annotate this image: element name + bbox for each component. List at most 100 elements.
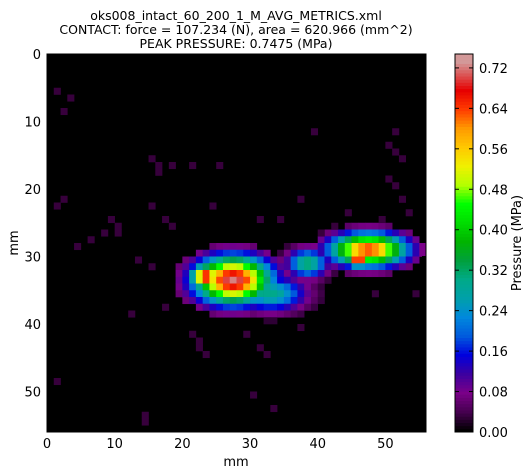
colorbar-segment [455, 120, 473, 124]
heatmap-cell [344, 209, 352, 217]
heatmap-cell [277, 297, 285, 305]
colorbar-segment [455, 353, 473, 357]
heatmap-cell [277, 276, 285, 284]
heatmap-cell [263, 283, 271, 291]
heatmap-cell [229, 297, 237, 305]
heatmap-cell [297, 270, 305, 278]
heatmap-cell [392, 263, 400, 271]
colorbar-segment [455, 94, 473, 99]
heatmap-cell [338, 243, 346, 251]
heatmap-cell [385, 256, 393, 264]
heatmap-cell [202, 276, 210, 284]
heatmap-cell [229, 283, 237, 291]
heatmap-cell [378, 229, 386, 237]
colorbar-segment [455, 198, 473, 203]
colorbar-segment [455, 211, 473, 216]
heatmap-cell [378, 270, 386, 278]
colorbar-segment [455, 346, 473, 351]
heatmap-cell [310, 303, 319, 311]
heatmap-cell [365, 236, 373, 244]
colorbar-segment [455, 123, 473, 127]
colorbar-segment [455, 236, 473, 241]
colorbar-segment [455, 189, 473, 194]
heatmap-cell [162, 216, 170, 224]
colorbar-segment [455, 142, 473, 146]
heatmap-cell [365, 256, 373, 264]
colorbar-segment [455, 265, 473, 269]
heatmap-cell [250, 283, 258, 291]
colorbar-tick-label: 0.40 [479, 224, 508, 239]
heatmap-cell [317, 263, 325, 271]
x-tick-label: 40 [309, 437, 326, 452]
heatmap-cell [331, 249, 339, 257]
heatmap-cell [263, 256, 271, 264]
heatmap-cell [398, 249, 406, 257]
heatmap-cell [162, 303, 170, 311]
heatmap-cell [304, 297, 312, 305]
heatmap-cell [351, 256, 359, 264]
heatmap-cell [216, 310, 224, 318]
heatmap-cell [263, 303, 271, 311]
colorbar-segment [455, 110, 473, 115]
heatmap-cell [344, 222, 352, 230]
heatmap-cell [60, 108, 68, 116]
colorbar-segment [455, 101, 473, 105]
axis-ticks: 0 10 20 30 40 50 0 10 20 30 40 50 [24, 48, 426, 452]
heatmap-cell [358, 222, 366, 230]
heatmap-cell [175, 276, 183, 284]
heatmap-cell [277, 256, 285, 264]
heatmap-cell [385, 263, 393, 271]
heatmap-cell [304, 263, 312, 271]
colorbar-segment [455, 350, 473, 354]
heatmap-cell [283, 297, 291, 305]
heatmap-cell [358, 263, 366, 271]
heatmap-cell [263, 297, 271, 305]
colorbar-segment [455, 167, 473, 172]
heatmap-cell [243, 249, 251, 257]
heatmap-cell [189, 283, 197, 291]
heatmap-cell [222, 303, 231, 311]
colorbar-segment [455, 233, 473, 238]
heatmap-cell [256, 283, 264, 291]
heatmap-cell [317, 283, 325, 291]
heatmap-cell [419, 243, 427, 251]
heatmap-cell [310, 243, 319, 251]
x-tick-label: 30 [242, 437, 259, 452]
heatmap-cell [324, 270, 332, 278]
heatmap-cell [60, 195, 68, 203]
title-line-2: CONTACT: force = 107.234 (N), area = 620… [59, 22, 412, 37]
heatmap-cell [216, 243, 224, 251]
colorbar-segment [455, 391, 473, 395]
y-axis-label: mm [7, 230, 22, 255]
heatmap-cell [236, 303, 244, 311]
heatmap-cell [344, 243, 352, 251]
heatmap-cell [277, 263, 285, 271]
heatmap-cell [256, 310, 264, 318]
heatmap-cell [351, 229, 359, 237]
heatmap-cell [365, 270, 373, 278]
colorbar-segment [455, 180, 473, 184]
heatmap-cell [263, 276, 271, 284]
heatmap-cell [385, 249, 393, 257]
colorbar-tick-label: 0.08 [479, 386, 508, 401]
heatmap-cell [398, 229, 406, 237]
heatmap-cell [378, 216, 386, 224]
heatmap-cell [168, 162, 176, 170]
heatmap-cell [236, 310, 244, 318]
heatmap-cell [195, 303, 203, 311]
colorbar-segment [455, 239, 473, 244]
colorbar-segment [455, 98, 473, 102]
colorbar-label: Pressure (MPa) [510, 195, 525, 291]
colorbar-segment [455, 192, 473, 197]
heatmap-cell [331, 243, 339, 251]
heatmap-cell [250, 256, 258, 264]
heatmap-cell [168, 222, 176, 230]
colorbar-segment [455, 318, 473, 323]
x-tick-label: 20 [174, 437, 191, 452]
y-tick-label: 10 [24, 116, 41, 131]
heatmap-cell [324, 243, 332, 251]
heatmap-cell [412, 256, 420, 264]
heatmap-cell [243, 276, 251, 284]
heatmap-cell [392, 229, 400, 237]
heatmap-cell [283, 270, 291, 278]
